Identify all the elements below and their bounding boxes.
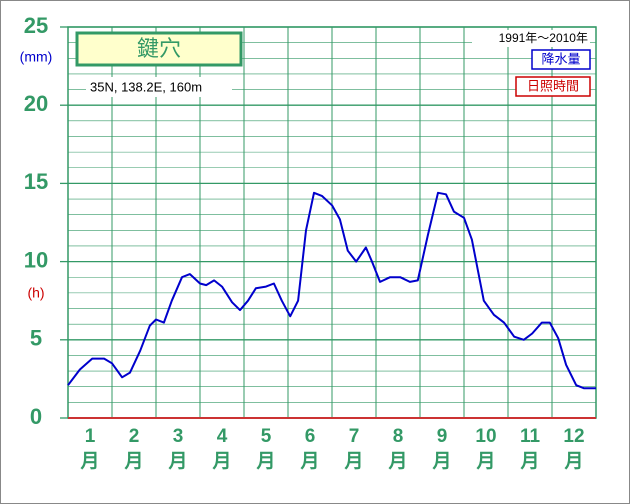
line (67, 191, 596, 390)
period-bg (472, 30, 590, 47)
y-tick-label: 0 (30, 404, 42, 429)
legend-box (531, 49, 591, 70)
y-tick-label: 20 (24, 91, 48, 116)
y-unit: (mm) (20, 49, 53, 65)
legend-box (515, 76, 591, 97)
period: 1991年〜2010年 (499, 31, 588, 45)
x-tick-label: 10 月 (475, 426, 496, 472)
title-box (75, 31, 243, 67)
chart-title: 鍵穴 (137, 36, 181, 61)
location-bg (86, 77, 232, 97)
location: 35N, 138.2E, 160m (90, 79, 202, 94)
y-tick-label: 15 (24, 169, 48, 194)
x-tick-label: 12 月 (563, 426, 584, 472)
y-tick-label: 25 (24, 13, 48, 38)
legend-label: 日照時間 (527, 78, 579, 93)
x-tick-label: 11 月 (519, 426, 540, 472)
y-tick-label: 10 (24, 247, 48, 272)
y2-unit: (h) (27, 285, 44, 301)
legend-label: 降水量 (541, 51, 580, 66)
y-tick-label: 5 (30, 326, 42, 351)
